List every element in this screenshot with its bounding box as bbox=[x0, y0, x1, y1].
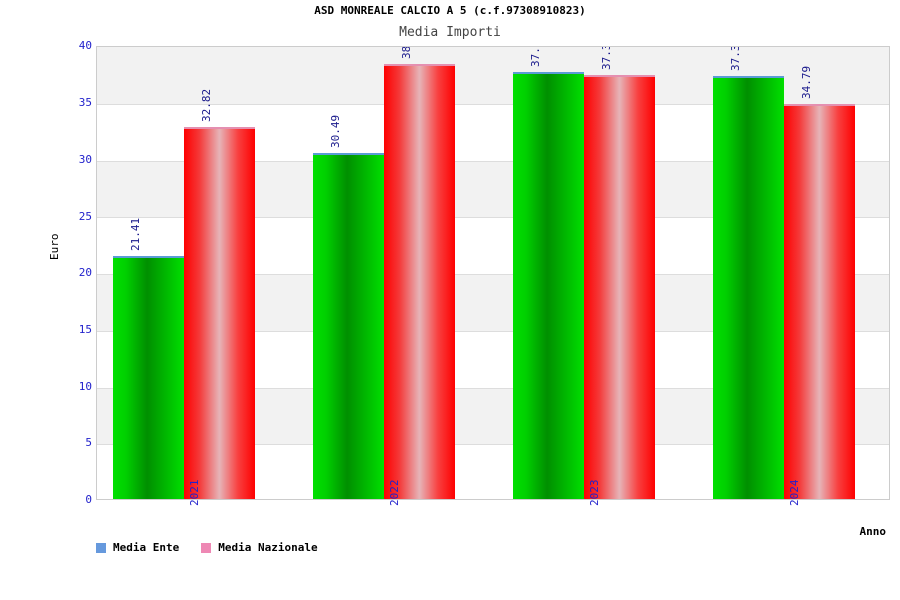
gridline-20 bbox=[97, 274, 889, 275]
y-tick-30: 30 bbox=[78, 153, 92, 166]
y-axis: 40 35 30 25 20 15 10 5 0 bbox=[14, 39, 92, 506]
bar-ente-2021[interactable] bbox=[113, 256, 184, 499]
legend-item-media-ente[interactable]: Media Ente bbox=[96, 541, 179, 554]
y-tick-15: 15 bbox=[78, 323, 92, 336]
x-tick-2021: 2021 bbox=[188, 479, 201, 507]
bar-ente-2022[interactable] bbox=[313, 152, 384, 499]
value-label-ente-2022: 30.49 bbox=[329, 114, 342, 148]
chart-title: ASD MONREALE CALCIO A 5 (c.f.97308910823… bbox=[314, 4, 586, 17]
gridline-25 bbox=[97, 217, 889, 219]
y-tick-10: 10 bbox=[78, 380, 92, 393]
value-label-ente-2023: 37.62 bbox=[529, 46, 542, 67]
x-tick-2024: 2024 bbox=[788, 479, 801, 507]
gridline-10 bbox=[97, 387, 889, 389]
legend-swatch-icon-media-nazionale bbox=[201, 542, 212, 553]
y-tick-35: 35 bbox=[78, 96, 92, 109]
value-label-ente-2024: 37.3 bbox=[729, 46, 742, 71]
x-tick-2023: 2023 bbox=[588, 479, 601, 507]
chart-subtitle: Media Importi bbox=[399, 25, 501, 40]
y-tick-20: 20 bbox=[78, 266, 92, 279]
value-label-ente-2021: 21.41 bbox=[129, 217, 142, 251]
value-label-naz-2023: 37.36 bbox=[600, 46, 613, 70]
gridline-30 bbox=[97, 160, 889, 162]
x-axis-title: Anno bbox=[859, 525, 887, 538]
legend: Media Ente Media Nazionale bbox=[96, 541, 318, 554]
legend-label-media-ente: Media Ente bbox=[113, 541, 180, 554]
value-label-naz-2024: 34.79 bbox=[800, 65, 813, 99]
gridline-15 bbox=[97, 330, 889, 332]
bar-naz-2024[interactable] bbox=[784, 104, 855, 499]
y-tick-40: 40 bbox=[78, 39, 92, 52]
bar-naz-2023[interactable] bbox=[584, 74, 655, 499]
legend-swatch-icon-media-ente bbox=[96, 542, 106, 553]
value-label-naz-2022: 38.35 bbox=[400, 47, 413, 59]
legend-label-media-nazionale: Media Nazionale bbox=[218, 541, 318, 554]
y-axis-title: Euro bbox=[48, 233, 61, 261]
y-tick-5: 5 bbox=[85, 436, 92, 449]
bar-ente-2023[interactable] bbox=[513, 72, 584, 499]
y-tick-25: 25 bbox=[78, 210, 92, 223]
legend-item-media-nazionale[interactable]: Media Nazionale bbox=[201, 541, 318, 554]
x-tick-2022: 2022 bbox=[388, 479, 401, 507]
y-tick-0: 0 bbox=[85, 493, 92, 506]
plot-area: 21.41 32.82 30.49 38.35 37.62 37.36 37.3… bbox=[96, 46, 890, 500]
bar-ente-2024[interactable] bbox=[713, 75, 784, 499]
gridline-5 bbox=[97, 444, 889, 446]
bar-naz-2021[interactable] bbox=[184, 126, 255, 499]
value-label-naz-2021: 32.82 bbox=[200, 88, 213, 122]
bar-naz-2022[interactable] bbox=[384, 63, 455, 499]
gridline-35 bbox=[97, 103, 889, 105]
